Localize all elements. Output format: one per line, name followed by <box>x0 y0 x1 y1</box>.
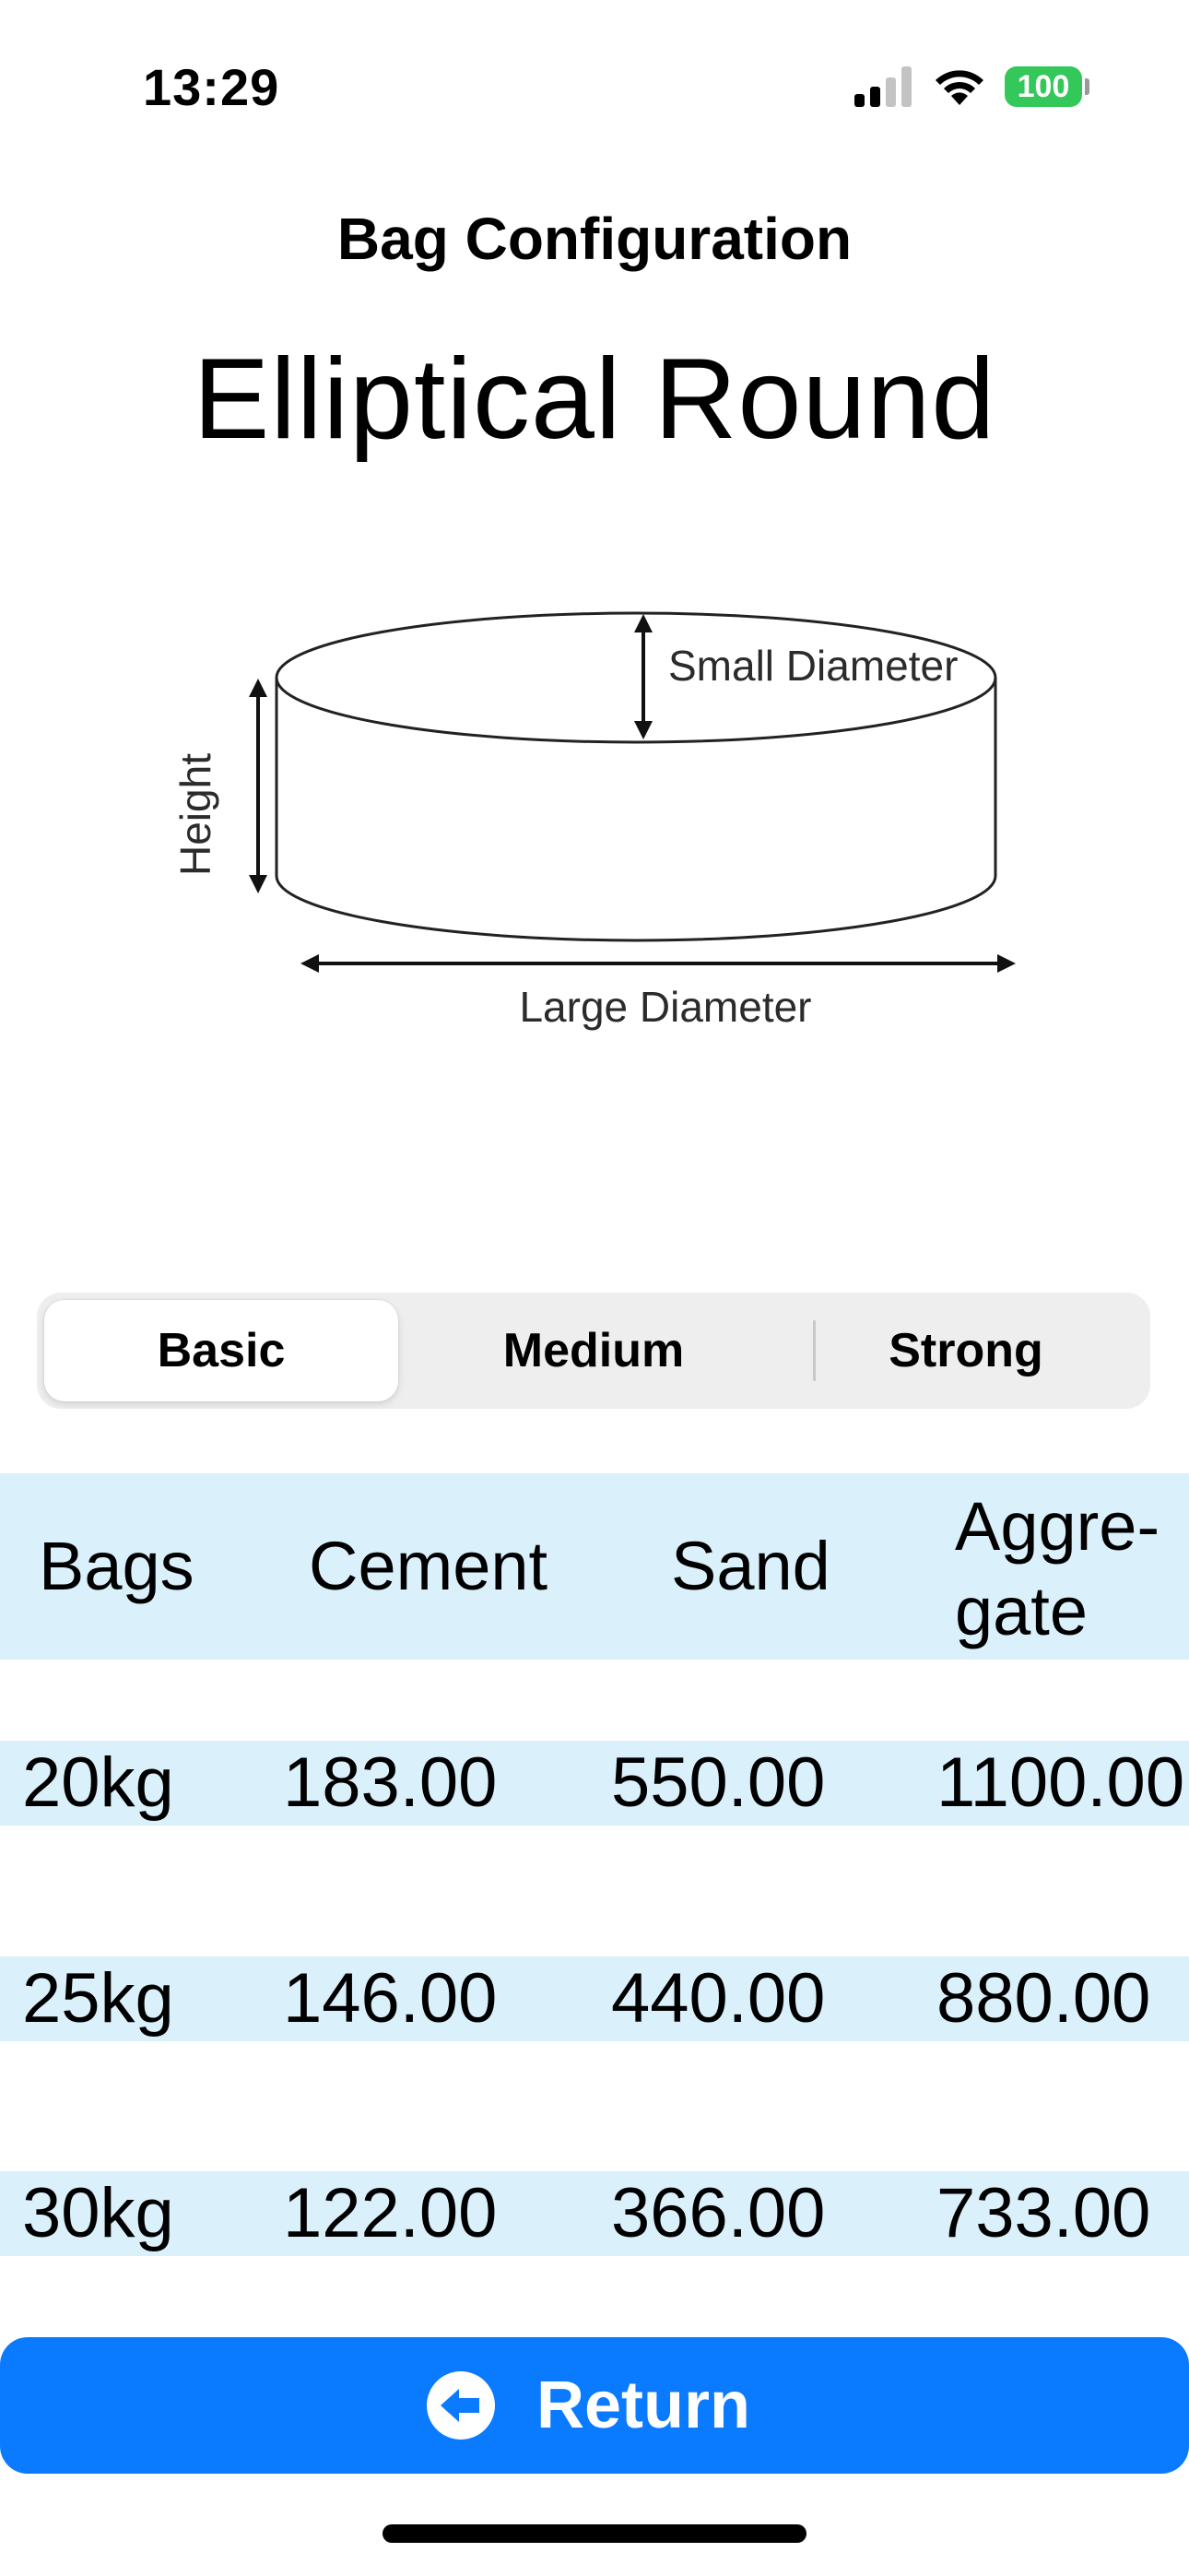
status-bar: 13:29 100 <box>0 0 1189 175</box>
table-row: 30kg 122.00 366.00 733.00 <box>0 2171 1189 2256</box>
status-time: 13:29 <box>143 58 280 116</box>
cell-cement: 122.00 <box>283 2174 498 2252</box>
small-diameter-label: Small Diameter <box>668 642 958 690</box>
cell-aggregate: 1100.00 <box>936 1743 1185 1822</box>
column-header-cement: Cement <box>309 1528 548 1604</box>
height-label: Height <box>171 753 219 876</box>
table-header: Bags Cement Sand Aggre- gate <box>0 1473 1189 1660</box>
column-header-bags: Bags <box>39 1528 194 1604</box>
table-row: 25kg 146.00 440.00 880.00 <box>0 1956 1189 2041</box>
cell-cement: 146.00 <box>283 1959 498 2038</box>
cell-bag: 20kg <box>22 1743 174 1822</box>
wifi-icon <box>936 70 983 105</box>
arrow-left-circle-icon <box>427 2371 495 2440</box>
cell-cement: 183.00 <box>283 1743 498 1822</box>
return-button[interactable]: Return <box>0 2337 1189 2474</box>
cylinder-illustration: Small Diameter Height Large Diameter <box>171 611 1016 1031</box>
cellular-signal-icon <box>854 66 912 107</box>
column-header-aggregate: Aggre- gate <box>955 1484 1160 1654</box>
large-diameter-label: Large Diameter <box>519 983 811 1031</box>
segment-medium[interactable]: Medium <box>502 1324 685 1377</box>
column-header-sand: Sand <box>671 1528 830 1604</box>
column-header-aggregate-line1: Aggre- <box>955 1488 1160 1565</box>
configuration-name: Elliptical Round <box>193 336 996 463</box>
battery-icon: 100 <box>1005 65 1089 109</box>
cell-bag: 25kg <box>22 1959 174 2038</box>
cell-sand: 366.00 <box>611 2174 826 2252</box>
segment-divider <box>813 1320 816 1381</box>
home-indicator <box>383 2524 806 2543</box>
column-header-aggregate-line2: gate <box>955 1573 1089 1649</box>
cell-aggregate: 733.00 <box>936 2174 1151 2252</box>
cell-sand: 440.00 <box>611 1959 826 2038</box>
table-row: 20kg 183.00 550.00 1100.00 <box>0 1741 1189 1826</box>
battery-level: 100 <box>1005 66 1082 107</box>
cell-sand: 550.00 <box>611 1743 826 1822</box>
strength-segmented-control: Basic Medium Strong <box>37 1293 1150 1409</box>
elliptical-round-diagram: Small Diameter Height Large Diameter <box>157 590 1042 1051</box>
battery-tip <box>1085 78 1089 95</box>
cell-bag: 30kg <box>22 2174 174 2252</box>
page-title: Bag Configuration <box>336 206 853 272</box>
segment-strong[interactable]: Strong <box>889 1324 1043 1377</box>
cell-aggregate: 880.00 <box>936 1959 1151 2038</box>
segment-basic[interactable]: Basic <box>44 1300 398 1401</box>
return-button-label: Return <box>536 2369 750 2442</box>
